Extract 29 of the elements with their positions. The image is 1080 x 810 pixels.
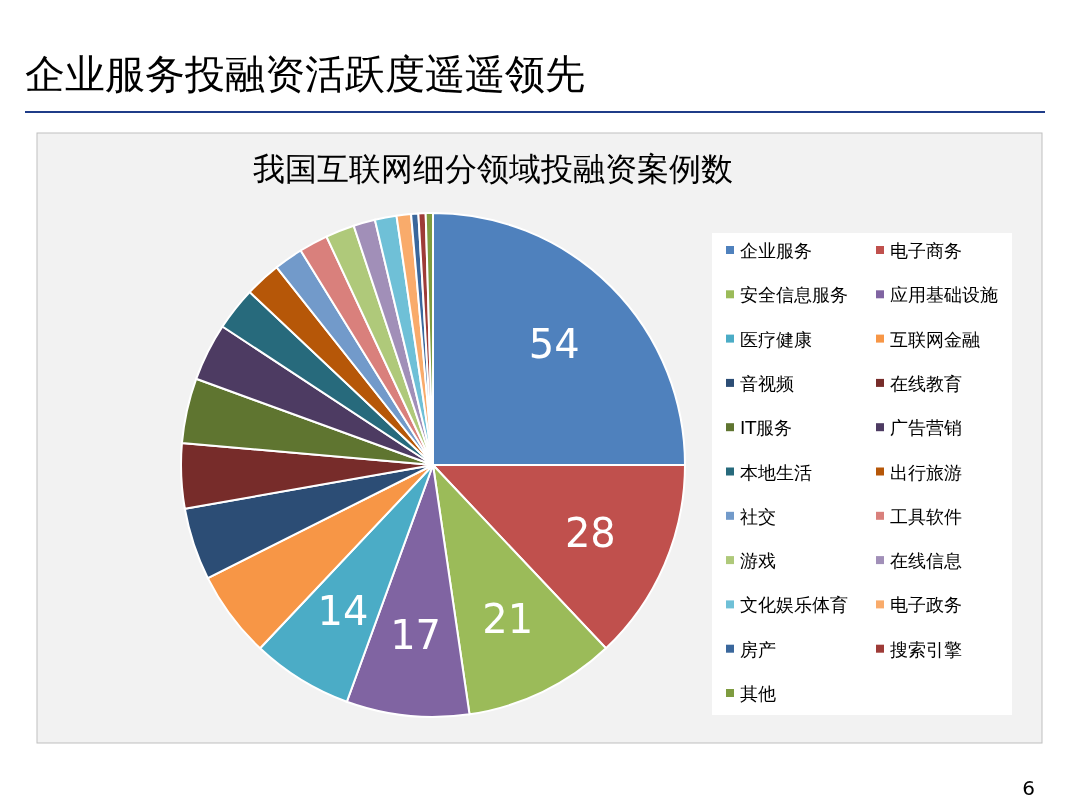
legend-label: 出行旅游: [890, 461, 962, 483]
legend-label: 医疗健康: [740, 328, 812, 350]
legend-label: 应用基础设施: [890, 284, 998, 306]
legend-label: 电子商务: [890, 240, 962, 261]
data-label: 17: [390, 612, 442, 659]
data-label: 28: [564, 509, 616, 556]
legend-label: 工具软件: [890, 505, 962, 527]
legend-label: 互联网金融: [890, 328, 980, 350]
legend-label: 电子政务: [890, 594, 962, 616]
legend-label: 文化娱乐体育: [740, 594, 848, 616]
data-label: 21: [482, 596, 534, 643]
legend-label: IT服务: [740, 417, 793, 439]
legend-label: 音视频: [740, 372, 794, 394]
chart-title: 企业服务投融资活跃度遥遥领先: [25, 51, 585, 97]
data-label: 54: [528, 320, 580, 367]
text: 6: [1022, 776, 1035, 800]
legend-label: 社交: [740, 505, 776, 527]
legend-label: 广告营销: [890, 417, 962, 439]
legend-label: 房产: [740, 638, 776, 660]
legend-label: 其他: [740, 683, 776, 704]
data-label: 14: [317, 587, 369, 634]
chart-subtitle: 我国互联网细分领域投融资案例数: [253, 150, 733, 188]
legend-label: 在线信息: [890, 550, 962, 572]
legend-label: 安全信息服务: [740, 284, 848, 306]
legend-label: 在线教育: [890, 372, 962, 394]
legend-label: 企业服务: [740, 240, 812, 261]
legend-label: 本地生活: [740, 461, 812, 483]
legend-label: 搜索引擎: [890, 638, 962, 660]
legend-label: 游戏: [740, 550, 776, 572]
